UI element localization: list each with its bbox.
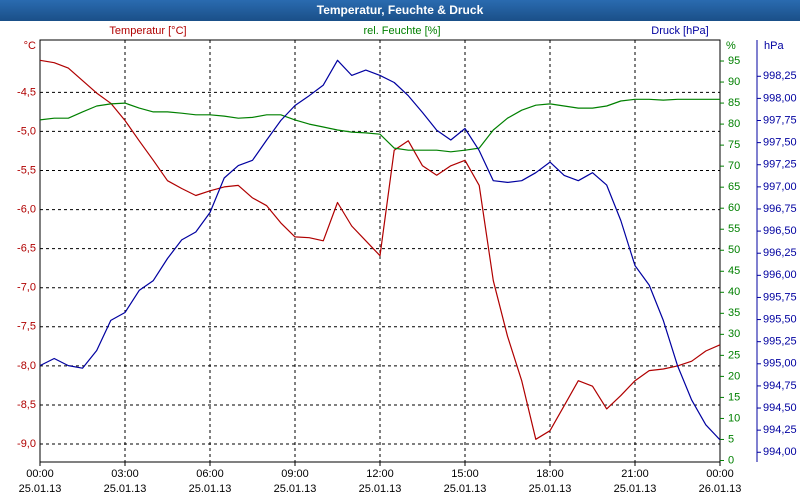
y-tick-label: -5,0	[17, 125, 36, 137]
y2-tick-label: 25	[728, 349, 740, 361]
y2-tick-label: 35	[728, 307, 740, 319]
y3-tick-label: 995,25	[763, 336, 797, 348]
y2-tick-label: 90	[728, 76, 740, 88]
y-unit: °C	[24, 40, 36, 52]
y3-tick-label: 998,00	[763, 92, 797, 104]
y3-tick-label: 997,00	[763, 181, 797, 193]
y2-tick-label: 45	[728, 265, 740, 277]
y2-tick-label: 0	[728, 454, 734, 466]
x-tick-label: 09:00 25.01.13	[273, 468, 317, 495]
y3-tick-label: 994,75	[763, 380, 797, 392]
x-tick-label: 21:00 25.01.13	[613, 468, 657, 495]
y2-tick-label: 15	[728, 391, 740, 403]
series-line	[39, 59, 721, 441]
y2-tick-label: 80	[728, 118, 740, 130]
y-tick-label: -8,5	[17, 399, 36, 411]
x-tick-label: 15:00 25.01.13	[443, 468, 487, 495]
y3-tick-label: 996,25	[763, 247, 797, 259]
y3-tick-label: 996,00	[763, 269, 797, 281]
y3-tick-label: 997,50	[763, 137, 797, 149]
legend-label: Druck [hPa]	[651, 25, 708, 37]
y3-tick-label: 995,75	[763, 291, 797, 303]
y-tick-label: -9,0	[17, 438, 36, 450]
y2-tick-label: 75	[728, 139, 740, 151]
y3-tick-label: 994,25	[763, 424, 797, 436]
y3-tick-label: 995,50	[763, 313, 797, 325]
y2-tick-label: 95	[728, 55, 740, 67]
y-tick-label: -6,0	[17, 203, 36, 215]
y3-tick-label: 996,75	[763, 203, 797, 215]
y2-tick-label: 50	[728, 244, 740, 256]
y-tick-label: -7,0	[17, 282, 36, 294]
y3-tick-label: 995,00	[763, 358, 797, 370]
y2-tick-label: 60	[728, 202, 740, 214]
y3-tick-label: 998,25	[763, 70, 797, 82]
y3-unit: hPa	[764, 40, 784, 52]
y3-tick-label: 996,50	[763, 225, 797, 237]
y2-tick-label: 30	[728, 328, 740, 340]
y2-tick-label: 5	[728, 433, 734, 445]
legend-label: Temperatur [°C]	[109, 25, 186, 37]
y3-tick-label: 997,75	[763, 114, 797, 126]
x-tick-label: 18:00 25.01.13	[528, 468, 572, 495]
series-line	[39, 59, 721, 440]
y2-tick-label: 40	[728, 286, 740, 298]
x-tick-label: 12:00 25.01.13	[358, 468, 402, 495]
y-tick-label: -5,5	[17, 164, 36, 176]
y-tick-label: -6,5	[17, 243, 36, 255]
y2-tick-label: 65	[728, 181, 740, 193]
y3-tick-label: 997,25	[763, 159, 797, 171]
plot-border	[39, 39, 721, 463]
legend-label: rel. Feuchte [%]	[363, 25, 440, 37]
x-tick-label: 00:00 25.01.13	[18, 468, 62, 495]
x-tick-label: 03:00 25.01.13	[103, 468, 147, 495]
y2-tick-label: 10	[728, 412, 740, 424]
chart-title: Temperatur, Feuchte & Druck	[0, 0, 800, 21]
y3-tick-label: 994,00	[763, 446, 797, 458]
y2-unit: %	[726, 40, 736, 52]
y2-tick-label: 85	[728, 97, 740, 109]
y2-tick-label: 55	[728, 223, 740, 235]
x-tick-label: 06:00 25.01.13	[188, 468, 232, 495]
y3-tick-label: 994,50	[763, 402, 797, 414]
y2-tick-label: 20	[728, 370, 740, 382]
y-tick-label: -8,0	[17, 360, 36, 372]
y-tick-label: -7,5	[17, 321, 36, 333]
y-tick-label: -4,5	[17, 86, 36, 98]
y2-tick-label: 70	[728, 160, 740, 172]
x-tick-label: 00:00 26.01.13	[698, 468, 742, 495]
series-line	[39, 98, 720, 153]
